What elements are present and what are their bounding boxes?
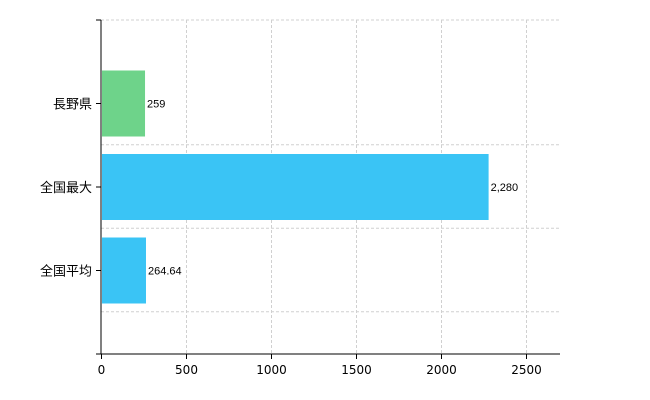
bar	[102, 237, 146, 304]
data-label: 2,280	[491, 182, 519, 194]
category-label: 全国平均	[40, 264, 92, 280]
axes	[96, 19, 560, 359]
x-tick-label: 1500	[341, 363, 372, 377]
category-label: 全国最大	[40, 180, 92, 196]
labels: 0 500 1000 1500 2000 2500 長野県 259 全国最大 2,280 全国平均 2…	[40, 98, 542, 378]
data-label: 259	[147, 99, 165, 111]
x-tick-label: 0	[98, 363, 106, 377]
bar	[102, 154, 489, 220]
category-label: 長野県	[53, 98, 92, 113]
bar	[102, 70, 146, 137]
x-tick-label: 500	[175, 363, 198, 377]
x-tick-label: 1000	[256, 363, 287, 377]
x-tick-label: 2000	[426, 363, 457, 377]
bars	[102, 70, 489, 304]
data-label: 264.64	[148, 266, 182, 278]
x-tick-label: 2500	[511, 363, 542, 377]
